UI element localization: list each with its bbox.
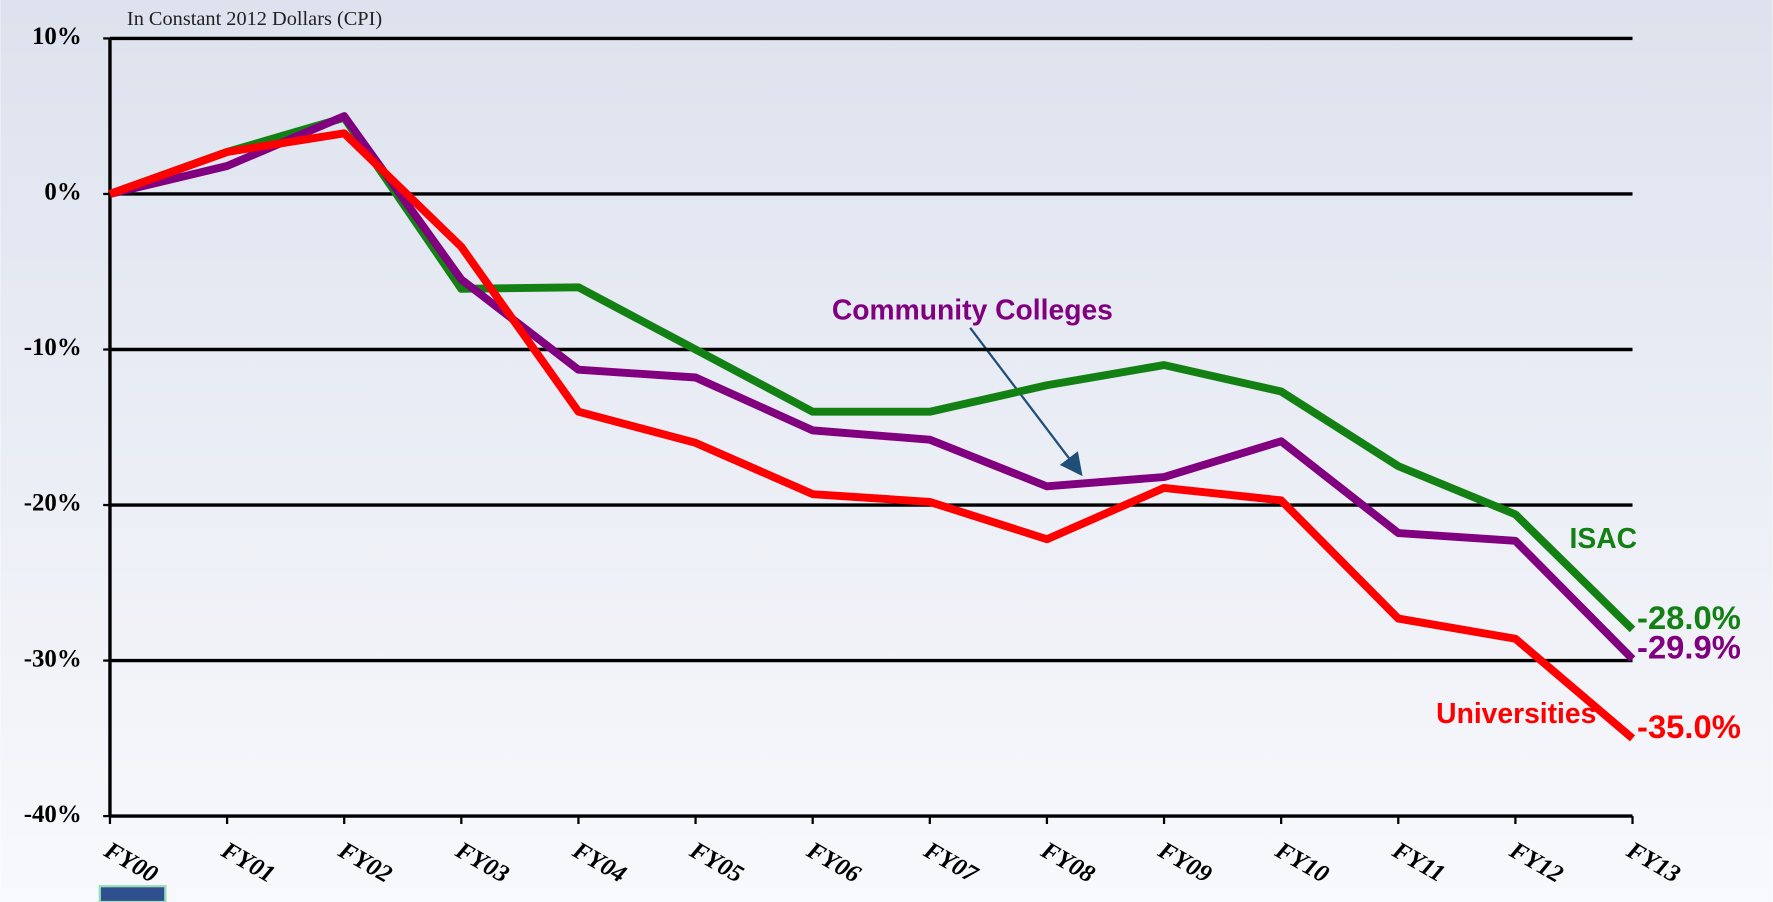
series-line <box>109 112 1636 662</box>
series-label: ISAC <box>1570 522 1638 554</box>
chart-subtitle: In Constant 2012 Dollars (CPI) <box>127 8 382 30</box>
value-label: -29.9% <box>1637 629 1741 666</box>
value-label: -28.0% <box>1637 599 1741 636</box>
y-tick-label: 0% <box>44 179 81 206</box>
annotation-arrow <box>969 327 1083 477</box>
y-tick-label: -20% <box>24 490 82 517</box>
y-tick-label: 10% <box>32 23 82 50</box>
y-tick-label: -10% <box>24 334 82 361</box>
series-label: Universities <box>1436 697 1596 729</box>
y-tick-label: -30% <box>24 645 82 672</box>
series-label: Community Colleges <box>832 293 1113 325</box>
logo-icon <box>98 885 167 902</box>
series-line <box>108 129 1636 742</box>
value-label: -35.0% <box>1637 708 1741 745</box>
y-tick-label: -40% <box>24 801 82 828</box>
